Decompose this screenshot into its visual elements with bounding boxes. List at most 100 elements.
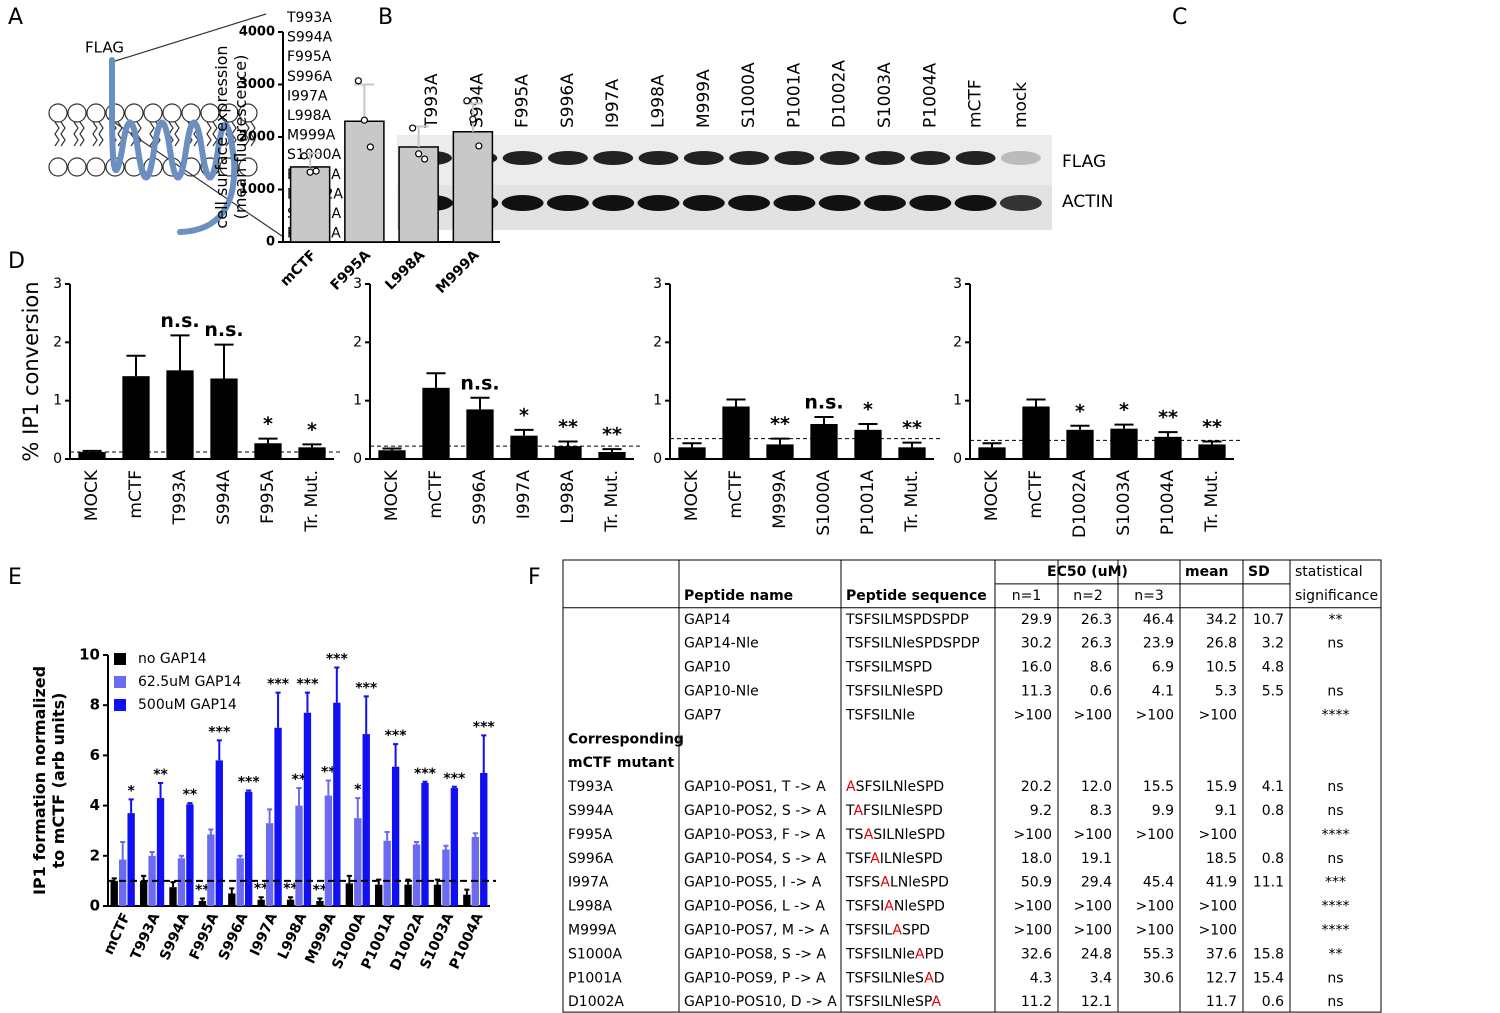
table-cell: 0.6	[1262, 994, 1284, 1010]
table-cell: EC50 (uM)	[1047, 564, 1128, 580]
significance-label: *	[127, 783, 135, 799]
legend-label: 62.5uM GAP14	[138, 674, 241, 690]
table-cell: 11.2	[1021, 994, 1052, 1010]
error-bar	[325, 779, 331, 796]
bar	[324, 795, 333, 906]
table-cell: ns	[1327, 803, 1343, 819]
peptide-sequence: TSFAILNleSPD	[845, 851, 943, 867]
mutant-label: M999A	[287, 128, 336, 144]
error-bar	[170, 881, 176, 888]
bar	[412, 844, 421, 906]
significance-label: **	[283, 881, 298, 897]
table-cell: n=3	[1134, 588, 1164, 604]
error-bar	[187, 802, 193, 805]
significance-label: **	[770, 413, 790, 435]
peptide-sequence: TSFSIANleSPD	[845, 899, 945, 915]
data-point	[463, 97, 471, 105]
bar	[236, 858, 244, 906]
error-bar	[770, 437, 790, 445]
band	[954, 195, 997, 211]
sequence-part: TS	[845, 827, 864, 843]
table-cell: 3.2	[1262, 636, 1284, 652]
error-bar	[982, 442, 1002, 448]
table-cell: 26.3	[1081, 612, 1112, 628]
x-tick-label: mCTF	[126, 470, 146, 519]
table-cell: 55.3	[1143, 946, 1174, 962]
table-cell: S994A	[568, 803, 614, 819]
table-cell: F995A	[568, 827, 613, 843]
x-tick-label: I997A	[514, 470, 534, 519]
peptide-sequence: TSFSILASPD	[845, 922, 930, 938]
table-cell: 15.9	[1206, 779, 1237, 795]
significance-label: n.s.	[160, 310, 199, 332]
sequence-part: TSFSILNleS	[845, 970, 924, 986]
y-tick-label: 0	[653, 451, 662, 467]
bar	[480, 772, 488, 906]
error-bar	[1114, 423, 1134, 429]
table-cell: 4.1	[1262, 779, 1284, 795]
sequence-part: TSFSILNle	[845, 946, 915, 962]
significance-label: ***	[238, 775, 261, 791]
data-point	[366, 143, 374, 151]
data-point	[421, 155, 429, 163]
lipid	[48, 103, 68, 123]
x-tick-label: mCTF	[1026, 470, 1046, 519]
table-cell: ****	[1322, 922, 1350, 938]
error-bar	[726, 398, 746, 407]
table-cell: 20.2	[1021, 779, 1052, 795]
data-point	[300, 152, 308, 160]
error-bar	[858, 423, 878, 430]
bar	[1198, 444, 1226, 459]
lipid	[200, 103, 220, 123]
data-point	[360, 116, 368, 124]
lipid	[67, 157, 87, 177]
significance-label: **	[602, 424, 622, 446]
bar	[345, 883, 353, 906]
significance-label: ***	[443, 771, 466, 787]
table-cell: 11.3	[1021, 683, 1052, 699]
table-cell: GAP10-POS6, L -> A	[684, 899, 825, 915]
significance-label: ***	[414, 766, 437, 782]
y-tick-label: 0	[53, 451, 62, 467]
bar	[404, 884, 412, 906]
y-tick-label: 1	[653, 393, 662, 409]
tag-label: FLAG	[85, 39, 124, 57]
error-bar	[814, 416, 834, 424]
panel-label: A	[8, 5, 23, 30]
table-cell: 50.9	[1021, 875, 1052, 891]
mutated-residue: A	[892, 922, 902, 938]
x-tick-label: MOCK	[382, 469, 402, 521]
data-point	[469, 115, 477, 123]
x-tick-label: Tr. Mut.	[1202, 470, 1222, 533]
table-cell: GAP10-POS7, M -> A	[684, 922, 830, 938]
table-cell: 26.3	[1081, 636, 1112, 652]
bar	[1154, 436, 1182, 459]
table-cell: GAP10-POS2, S -> A	[684, 803, 826, 819]
x-tick-label: L998A	[382, 247, 428, 293]
table-cell: significance	[1295, 588, 1378, 604]
error-bar	[346, 874, 352, 884]
table-cell: >100	[1199, 899, 1237, 915]
significance-label: **	[1202, 416, 1222, 438]
y-tick-label: 3	[53, 276, 62, 292]
error-bar	[178, 854, 185, 859]
legend-swatch	[114, 676, 126, 688]
table-cell: 15.4	[1253, 970, 1284, 986]
bar	[274, 727, 282, 906]
bar	[433, 884, 442, 906]
legend-swatch	[114, 699, 126, 711]
bar	[375, 884, 383, 906]
band	[683, 151, 724, 165]
band	[682, 195, 725, 211]
lane-label: S996A	[558, 73, 578, 128]
sequence-part: TSF	[845, 851, 871, 867]
significance-label: *	[863, 399, 873, 421]
table-cell: 0.8	[1262, 803, 1284, 819]
table-cell: 23.9	[1143, 636, 1174, 652]
data-point	[409, 124, 417, 132]
legend-swatch	[114, 653, 126, 665]
table-cell: 11.7	[1206, 994, 1237, 1010]
table-cell: >100	[1199, 922, 1237, 938]
mutant-label: S996A	[287, 69, 333, 85]
band	[728, 195, 771, 211]
